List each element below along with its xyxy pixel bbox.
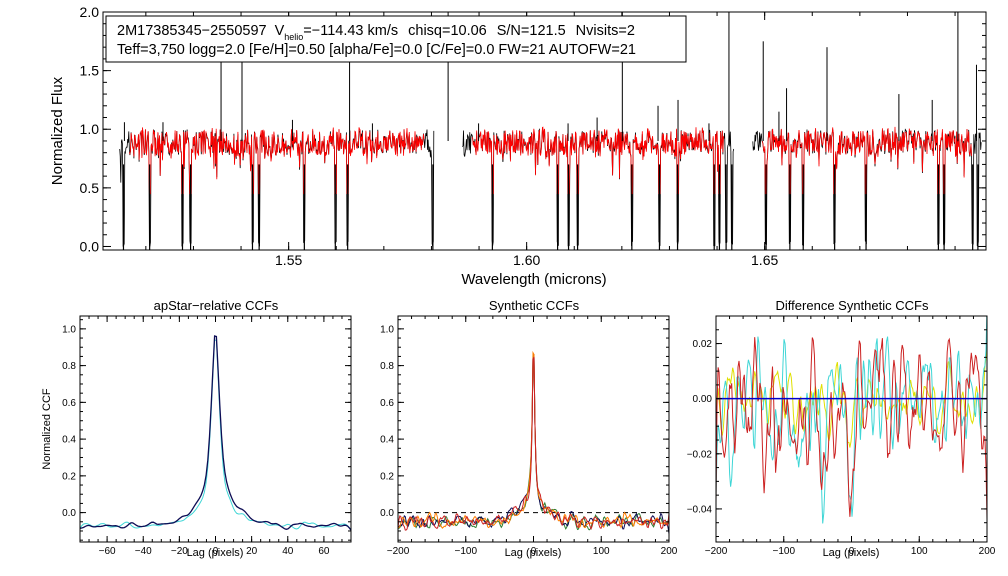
x-tick-label: 100 bbox=[593, 546, 610, 557]
info-box bbox=[105, 15, 687, 63]
x-tick-label: 200 bbox=[979, 546, 996, 557]
difference-ccf-title: Difference Synthetic CCFs bbox=[776, 298, 929, 313]
y-tick-label: 0.0 bbox=[380, 508, 394, 519]
x-tick-label: 0 bbox=[213, 546, 219, 557]
x-tick-label: −60 bbox=[99, 546, 116, 557]
y-tick-label: 0.2 bbox=[380, 471, 394, 482]
x-tick-label: 0 bbox=[849, 546, 855, 557]
x-tick-label: 1.65 bbox=[751, 252, 778, 268]
y-tick-label: 0.02 bbox=[693, 339, 713, 350]
spectrum-frame bbox=[102, 11, 987, 251]
nvisits-value: Nvisits=2 bbox=[576, 23, 635, 39]
vhelio-value: =−114.43 km/s bbox=[303, 23, 398, 39]
info-line-2-stellar-params: Teff=3,750 logg=2.0 [Fe/H]=0.50 [alpha/F… bbox=[117, 42, 636, 58]
y-tick-label: 0.6 bbox=[62, 398, 76, 409]
y-tick-label: 0.0 bbox=[80, 238, 100, 254]
spectrum-y-axis-label: Normalized Flux bbox=[49, 76, 66, 185]
y-tick-label: 0.8 bbox=[62, 361, 76, 372]
difference-ccf-x-axis-label: Lag (pixels) bbox=[823, 547, 880, 559]
y-tick-label: 0.4 bbox=[380, 435, 394, 446]
spectrum-x-axis-label: Wavelength (microns) bbox=[461, 271, 606, 288]
spectrum-ticks: 1.55 1.60 1.65 0.0 0.5 1.0 1.5 2.0 bbox=[80, 4, 986, 268]
synthetic-ccf-title: Synthetic CCFs bbox=[489, 298, 580, 313]
difference-ccf-line bbox=[716, 337, 987, 520]
y-tick-label: 2.0 bbox=[80, 4, 100, 20]
y-tick-label: 1.0 bbox=[80, 121, 100, 137]
difference-ccf-plot-area bbox=[716, 316, 987, 524]
apstar-ccf-ticks: −60 −40 −20 0 20 40 60 0.0 0.2 0.4 0.6 0.8 1.0 bbox=[62, 316, 352, 557]
y-tick-label: 0.4 bbox=[62, 435, 76, 446]
y-tick-label: 0.8 bbox=[380, 361, 394, 372]
chisq-value: chisq=10.06 bbox=[408, 23, 487, 39]
star-id: 2M17385345−2550597 bbox=[117, 23, 267, 39]
x-tick-label: −20 bbox=[171, 546, 188, 557]
x-tick-label: 60 bbox=[318, 546, 330, 557]
synthetic-spectrum-line bbox=[762, 126, 972, 195]
y-tick-label: 0.6 bbox=[380, 398, 394, 409]
x-tick-label: −100 bbox=[772, 546, 795, 557]
y-tick-label: 1.5 bbox=[80, 63, 100, 79]
synthetic-ccf-line bbox=[398, 353, 669, 534]
x-tick-label: 1.60 bbox=[513, 252, 540, 268]
synthetic-ccf-x-axis-label: Lag (pixels) bbox=[505, 547, 562, 559]
snr-value: S/N=121.5 bbox=[497, 23, 566, 39]
y-tick-label: 0.5 bbox=[80, 180, 100, 196]
y-tick-label: 1.0 bbox=[380, 324, 394, 335]
synthetic-ccf-line bbox=[398, 350, 669, 529]
x-tick-label: −200 bbox=[387, 546, 410, 557]
y-tick-label: −0.02 bbox=[687, 449, 713, 460]
x-tick-label: −40 bbox=[135, 546, 152, 557]
x-tick-label: 1.55 bbox=[275, 252, 302, 268]
y-tick-label: 0.0 bbox=[62, 508, 76, 519]
difference-ccf-panel: Difference Synthetic CCFs −200 −100 0 100 20… bbox=[687, 298, 996, 559]
x-tick-label: 200 bbox=[661, 546, 678, 557]
y-tick-label: 0.00 bbox=[693, 394, 713, 405]
vhelio-prefix: V bbox=[275, 23, 285, 39]
x-tick-label: −100 bbox=[454, 546, 477, 557]
synthetic-spectrum-line bbox=[471, 126, 725, 195]
synthetic-spectrum-line bbox=[129, 127, 425, 195]
apstar-ccf-y-axis-label: Normalized CCF bbox=[41, 388, 53, 470]
x-tick-label: −200 bbox=[705, 546, 728, 557]
vhelio-subscript: helio bbox=[284, 32, 303, 42]
x-tick-label: 0 bbox=[531, 546, 537, 557]
y-tick-label: −0.04 bbox=[687, 504, 713, 515]
synthetic-ccf-line bbox=[398, 356, 669, 531]
synthetic-ccf-panel: Synthetic CCFs −200 −100 0 100 200 0.0 0.2 0.4 0… bbox=[380, 298, 678, 559]
difference-ccf-ticks: −200 −100 0 100 200 −0.04 −0.02 0.00 0.02 bbox=[687, 315, 996, 557]
info-line-1: 2M17385345−2550597 Vhelio=−114.43 km/s chi… bbox=[117, 23, 635, 42]
synthetic-ccf-plot-area bbox=[398, 350, 669, 534]
synthetic-ccf-ticks: −200 −100 0 100 200 0.0 0.2 0.4 0.6 0.8 1.0 bbox=[380, 316, 678, 557]
apstar-ccf-title: apStar−relative CCFs bbox=[154, 298, 279, 313]
apstar-ccf-visit-1-line bbox=[80, 335, 351, 531]
y-tick-label: 1.0 bbox=[62, 324, 76, 335]
apstar-ccf-visit-2-line bbox=[80, 339, 351, 531]
y-tick-label: 0.2 bbox=[62, 471, 76, 482]
apstar-ccf-x-axis-label: Lag (pixels) bbox=[187, 547, 244, 559]
x-tick-label: 40 bbox=[282, 546, 294, 557]
apstar-ccf-plot-area bbox=[80, 335, 351, 531]
x-tick-label: 100 bbox=[911, 546, 928, 557]
apstar-ccf-panel: apStar−relative CCFs −60 −40 −20 0 20 40 60 0.0… bbox=[41, 298, 352, 559]
x-tick-label: 20 bbox=[246, 546, 258, 557]
spectrum-panel: 1.55 1.60 1.65 0.0 0.5 1.0 1.5 2.0 Normalized F… bbox=[49, 4, 987, 288]
